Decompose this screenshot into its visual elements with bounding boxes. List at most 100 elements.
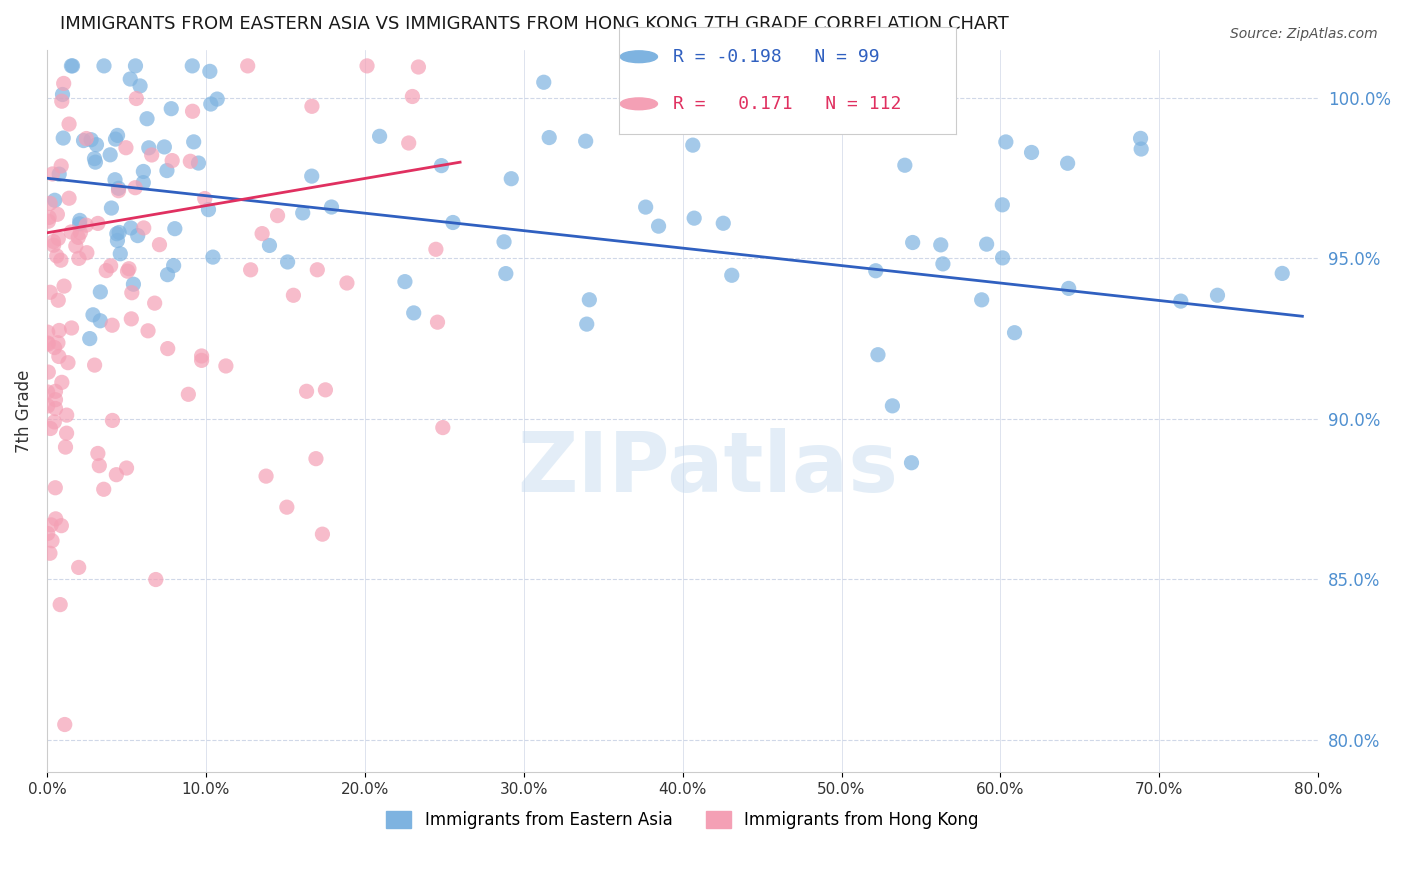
Point xyxy=(108,226,131,240)
Point xyxy=(441,215,464,229)
Point xyxy=(194,192,217,206)
Point xyxy=(60,321,83,335)
Point xyxy=(104,132,127,146)
Point xyxy=(177,387,200,401)
Point xyxy=(336,276,359,290)
Point xyxy=(1170,294,1192,309)
Point xyxy=(160,153,183,168)
Point xyxy=(183,135,205,149)
Point xyxy=(156,268,179,282)
Point xyxy=(46,335,69,350)
Point xyxy=(187,156,209,170)
Point xyxy=(295,384,318,399)
Point xyxy=(720,268,742,283)
Point xyxy=(432,420,454,434)
Point xyxy=(929,238,952,252)
Point xyxy=(190,353,212,368)
Point xyxy=(37,336,59,351)
Point xyxy=(39,517,62,532)
Point xyxy=(93,483,115,497)
Point xyxy=(143,296,166,310)
Point xyxy=(49,598,72,612)
Point xyxy=(60,59,83,73)
Point xyxy=(37,365,59,379)
Point xyxy=(492,235,515,249)
Point xyxy=(45,249,67,263)
Point xyxy=(239,262,262,277)
Point xyxy=(105,227,128,241)
Point xyxy=(72,134,94,148)
Point xyxy=(538,130,561,145)
Point xyxy=(408,60,430,74)
Point xyxy=(37,337,59,351)
Point xyxy=(291,206,314,220)
Point xyxy=(110,247,132,261)
Point xyxy=(44,481,66,495)
Point xyxy=(198,64,221,78)
Point xyxy=(44,194,66,208)
Point xyxy=(163,221,186,235)
Point xyxy=(994,135,1017,149)
Point xyxy=(865,264,887,278)
Point xyxy=(1057,281,1080,295)
Point xyxy=(430,159,453,173)
Point xyxy=(153,140,176,154)
Point xyxy=(276,500,298,515)
Point xyxy=(201,250,224,264)
Point xyxy=(132,221,155,235)
Point xyxy=(44,392,66,407)
Point xyxy=(117,264,139,278)
Point xyxy=(321,200,343,214)
Point xyxy=(970,293,993,307)
Point xyxy=(37,399,59,413)
Point xyxy=(51,94,73,108)
Point xyxy=(46,231,69,245)
Point xyxy=(67,230,90,244)
Point xyxy=(124,180,146,194)
Point xyxy=(250,227,273,241)
Point xyxy=(129,78,152,93)
Point xyxy=(46,293,69,308)
Point xyxy=(44,415,66,429)
Point xyxy=(100,201,122,215)
Point xyxy=(107,184,129,198)
Point xyxy=(894,158,917,172)
Point xyxy=(575,134,598,148)
Point xyxy=(124,59,146,73)
Point xyxy=(51,87,73,102)
Point xyxy=(901,235,924,250)
Point xyxy=(277,255,299,269)
Point xyxy=(41,167,63,181)
Legend: Immigrants from Eastern Asia, Immigrants from Hong Kong: Immigrants from Eastern Asia, Immigrants… xyxy=(380,805,986,836)
Point xyxy=(107,181,129,195)
Point xyxy=(160,102,183,116)
Point xyxy=(283,288,305,302)
Point xyxy=(991,198,1014,212)
Text: R =   0.171   N = 112: R = 0.171 N = 112 xyxy=(672,95,901,112)
Point xyxy=(87,216,110,230)
Point xyxy=(49,253,72,268)
Point xyxy=(305,451,328,466)
Point xyxy=(42,238,65,252)
Text: R = -0.198   N = 99: R = -0.198 N = 99 xyxy=(672,48,879,66)
Point xyxy=(82,308,104,322)
Point xyxy=(115,141,138,155)
Point xyxy=(356,59,378,73)
Point xyxy=(311,527,333,541)
Point xyxy=(69,217,91,231)
Text: ZIPatlas: ZIPatlas xyxy=(517,428,898,509)
Point xyxy=(138,141,160,155)
Point xyxy=(44,384,66,399)
Point xyxy=(190,349,212,363)
Point xyxy=(39,546,62,560)
Point xyxy=(69,226,91,240)
Point xyxy=(127,228,149,243)
Point xyxy=(58,191,80,205)
Point xyxy=(76,245,98,260)
Point xyxy=(634,200,657,214)
Point xyxy=(120,221,142,235)
Point xyxy=(37,526,59,541)
Point xyxy=(58,117,80,131)
Point xyxy=(132,164,155,178)
Point xyxy=(84,155,107,169)
